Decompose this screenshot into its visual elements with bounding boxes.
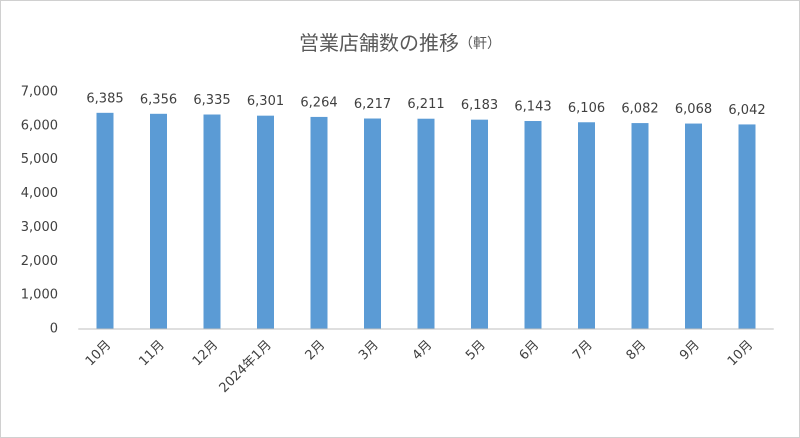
y-tick-label: 2,000 — [21, 254, 58, 269]
value-label: 6,082 — [621, 102, 658, 117]
title-unit: （軒） — [459, 36, 501, 52]
value-label: 6,042 — [728, 103, 765, 118]
value-label: 6,356 — [140, 92, 177, 107]
bar — [524, 121, 542, 330]
value-label: 6,385 — [86, 91, 123, 106]
value-label: 6,183 — [461, 98, 498, 113]
y-tick-label: 4,000 — [21, 186, 58, 201]
y-tick-label: 3,000 — [21, 220, 58, 235]
bar — [96, 112, 114, 329]
y-tick-label: 1,000 — [21, 288, 58, 303]
bar — [257, 115, 274, 330]
bar — [310, 116, 328, 329]
y-tick-label: 6,000 — [21, 118, 58, 133]
value-label: 6,106 — [568, 101, 605, 116]
bar — [578, 122, 595, 330]
bar — [150, 113, 167, 329]
value-label: 6,068 — [675, 102, 712, 117]
y-tick-label: 7,000 — [21, 85, 58, 100]
bar — [203, 114, 221, 329]
value-label: 6,217 — [354, 97, 391, 112]
value-label: 6,301 — [247, 94, 284, 109]
bar — [471, 119, 488, 329]
bar — [685, 123, 702, 329]
y-tick-label: 5,000 — [21, 152, 58, 167]
value-label: 6,264 — [300, 95, 337, 110]
value-label: 6,211 — [407, 97, 444, 112]
bar — [417, 118, 435, 329]
title-main: 営業店舗数の推移 — [299, 31, 459, 55]
bar — [364, 118, 381, 330]
bar — [631, 123, 649, 329]
bar — [738, 124, 756, 329]
y-tick-label: 0 — [50, 322, 58, 337]
chart-title: 営業店舗数の推移（軒） — [299, 31, 501, 55]
value-label: 6,335 — [193, 93, 230, 108]
value-label: 6,143 — [514, 100, 551, 115]
